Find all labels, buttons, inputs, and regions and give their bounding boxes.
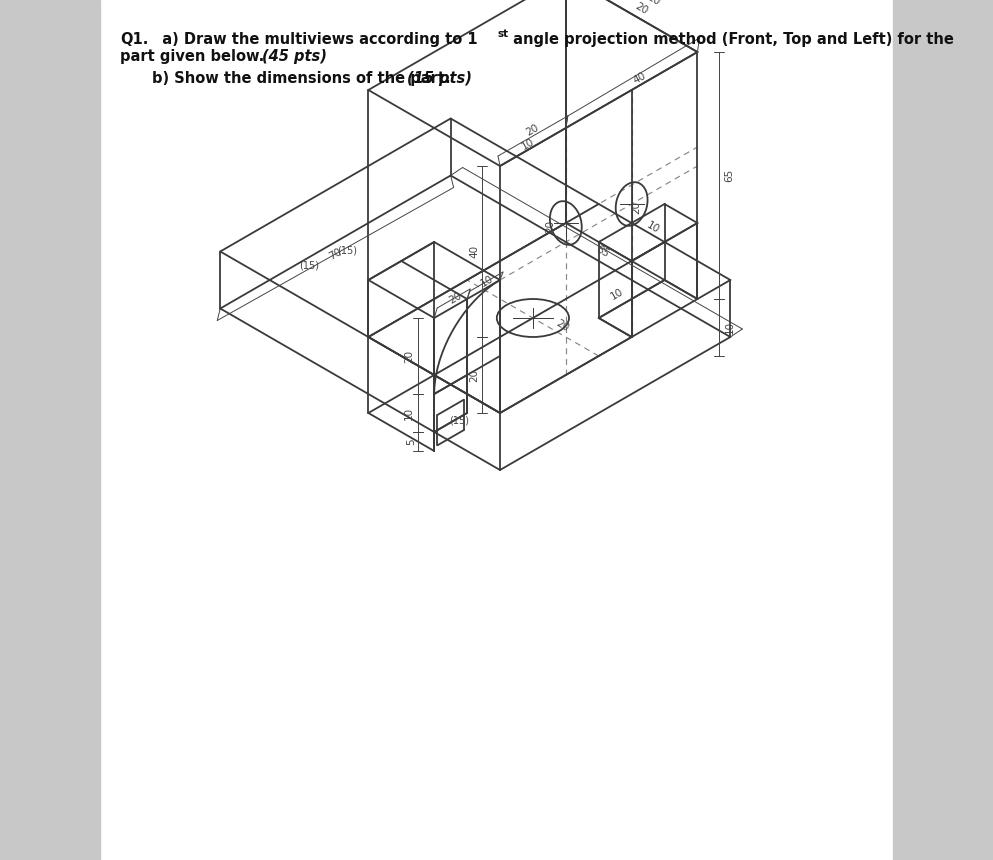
- Text: 10: 10: [609, 286, 625, 302]
- Text: st: st: [497, 29, 508, 39]
- Text: 20: 20: [634, 2, 649, 16]
- Text: 70: 70: [328, 246, 344, 261]
- Text: Q1.: Q1.: [120, 32, 148, 47]
- Bar: [893, 0, 993, 860]
- Text: b) Show the dimensions of the part.: b) Show the dimensions of the part.: [152, 71, 451, 86]
- Text: 10: 10: [644, 220, 661, 235]
- Text: 20: 20: [644, 0, 661, 7]
- Text: 85: 85: [594, 243, 611, 259]
- Text: 10: 10: [519, 137, 536, 151]
- Text: 20: 20: [448, 291, 464, 306]
- Text: 20: 20: [469, 368, 479, 382]
- Text: 10: 10: [479, 273, 495, 289]
- Text: angle projection method (Front, Top and Left) for the: angle projection method (Front, Top and …: [508, 32, 954, 47]
- Text: a) Draw the multiviews according to 1: a) Draw the multiviews according to 1: [152, 32, 478, 47]
- Text: 20: 20: [404, 349, 414, 363]
- Bar: [0, 0, 100, 860]
- Text: (45 pts): (45 pts): [262, 49, 327, 64]
- Text: 65: 65: [725, 169, 735, 182]
- Text: 10: 10: [404, 407, 414, 420]
- Text: 20: 20: [545, 219, 555, 232]
- Text: part given below.: part given below.: [120, 49, 269, 64]
- Text: 40: 40: [632, 71, 647, 86]
- Text: (15): (15): [299, 261, 319, 271]
- Text: (15 pts): (15 pts): [407, 71, 472, 86]
- Text: (15): (15): [337, 245, 356, 255]
- Text: 10: 10: [725, 321, 735, 334]
- Text: 20: 20: [555, 318, 571, 334]
- Text: 5: 5: [406, 439, 416, 445]
- Text: 20: 20: [632, 200, 641, 213]
- Text: 40: 40: [469, 245, 479, 258]
- Text: 20: 20: [524, 122, 541, 138]
- Text: (15): (15): [449, 415, 469, 426]
